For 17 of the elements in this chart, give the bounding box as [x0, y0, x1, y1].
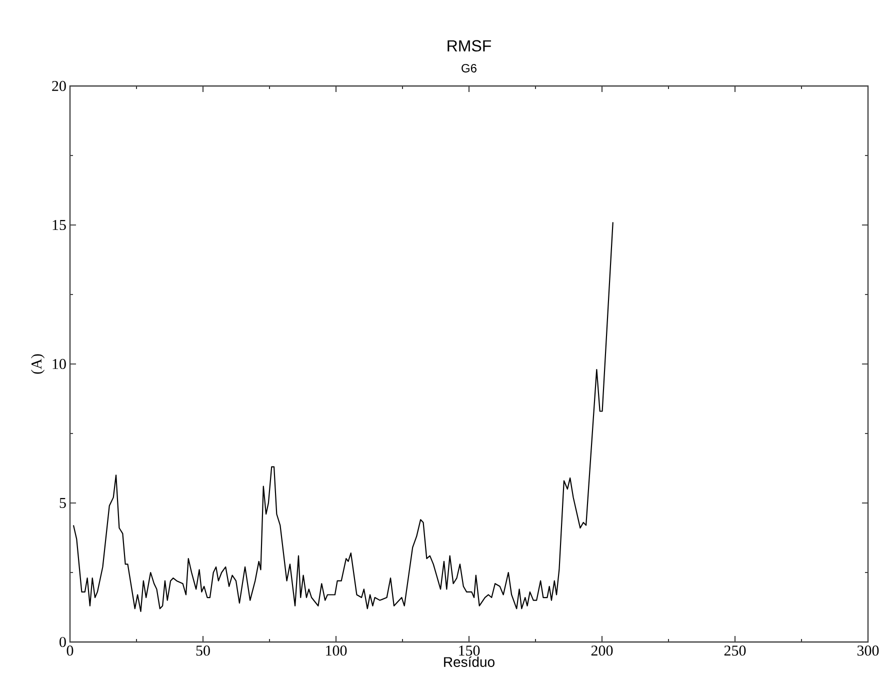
- x-tick-label: 300: [857, 646, 879, 656]
- y-tick-label: 5: [60, 498, 66, 508]
- line-series: [72, 222, 614, 612]
- x-tick-label: 50: [196, 646, 210, 656]
- chart-title: RMSF: [448, 40, 492, 52]
- y-tick-label: 0: [60, 636, 66, 648]
- y-tick-label: 15: [52, 220, 66, 230]
- x-tick-label: 200: [591, 646, 613, 656]
- y-tick-label: 20: [52, 80, 66, 92]
- x-axis-title: Resíduo: [444, 656, 494, 667]
- x-tick-label: 0: [66, 646, 74, 656]
- x-tick-label: 150: [459, 646, 480, 656]
- y-axis-title: (A): [31, 354, 45, 374]
- x-tick-label: 250: [724, 646, 746, 656]
- chart-subtitle: G6: [462, 64, 476, 72]
- y-tick-label: 10: [52, 358, 66, 370]
- x-tick-label: 100: [326, 646, 347, 656]
